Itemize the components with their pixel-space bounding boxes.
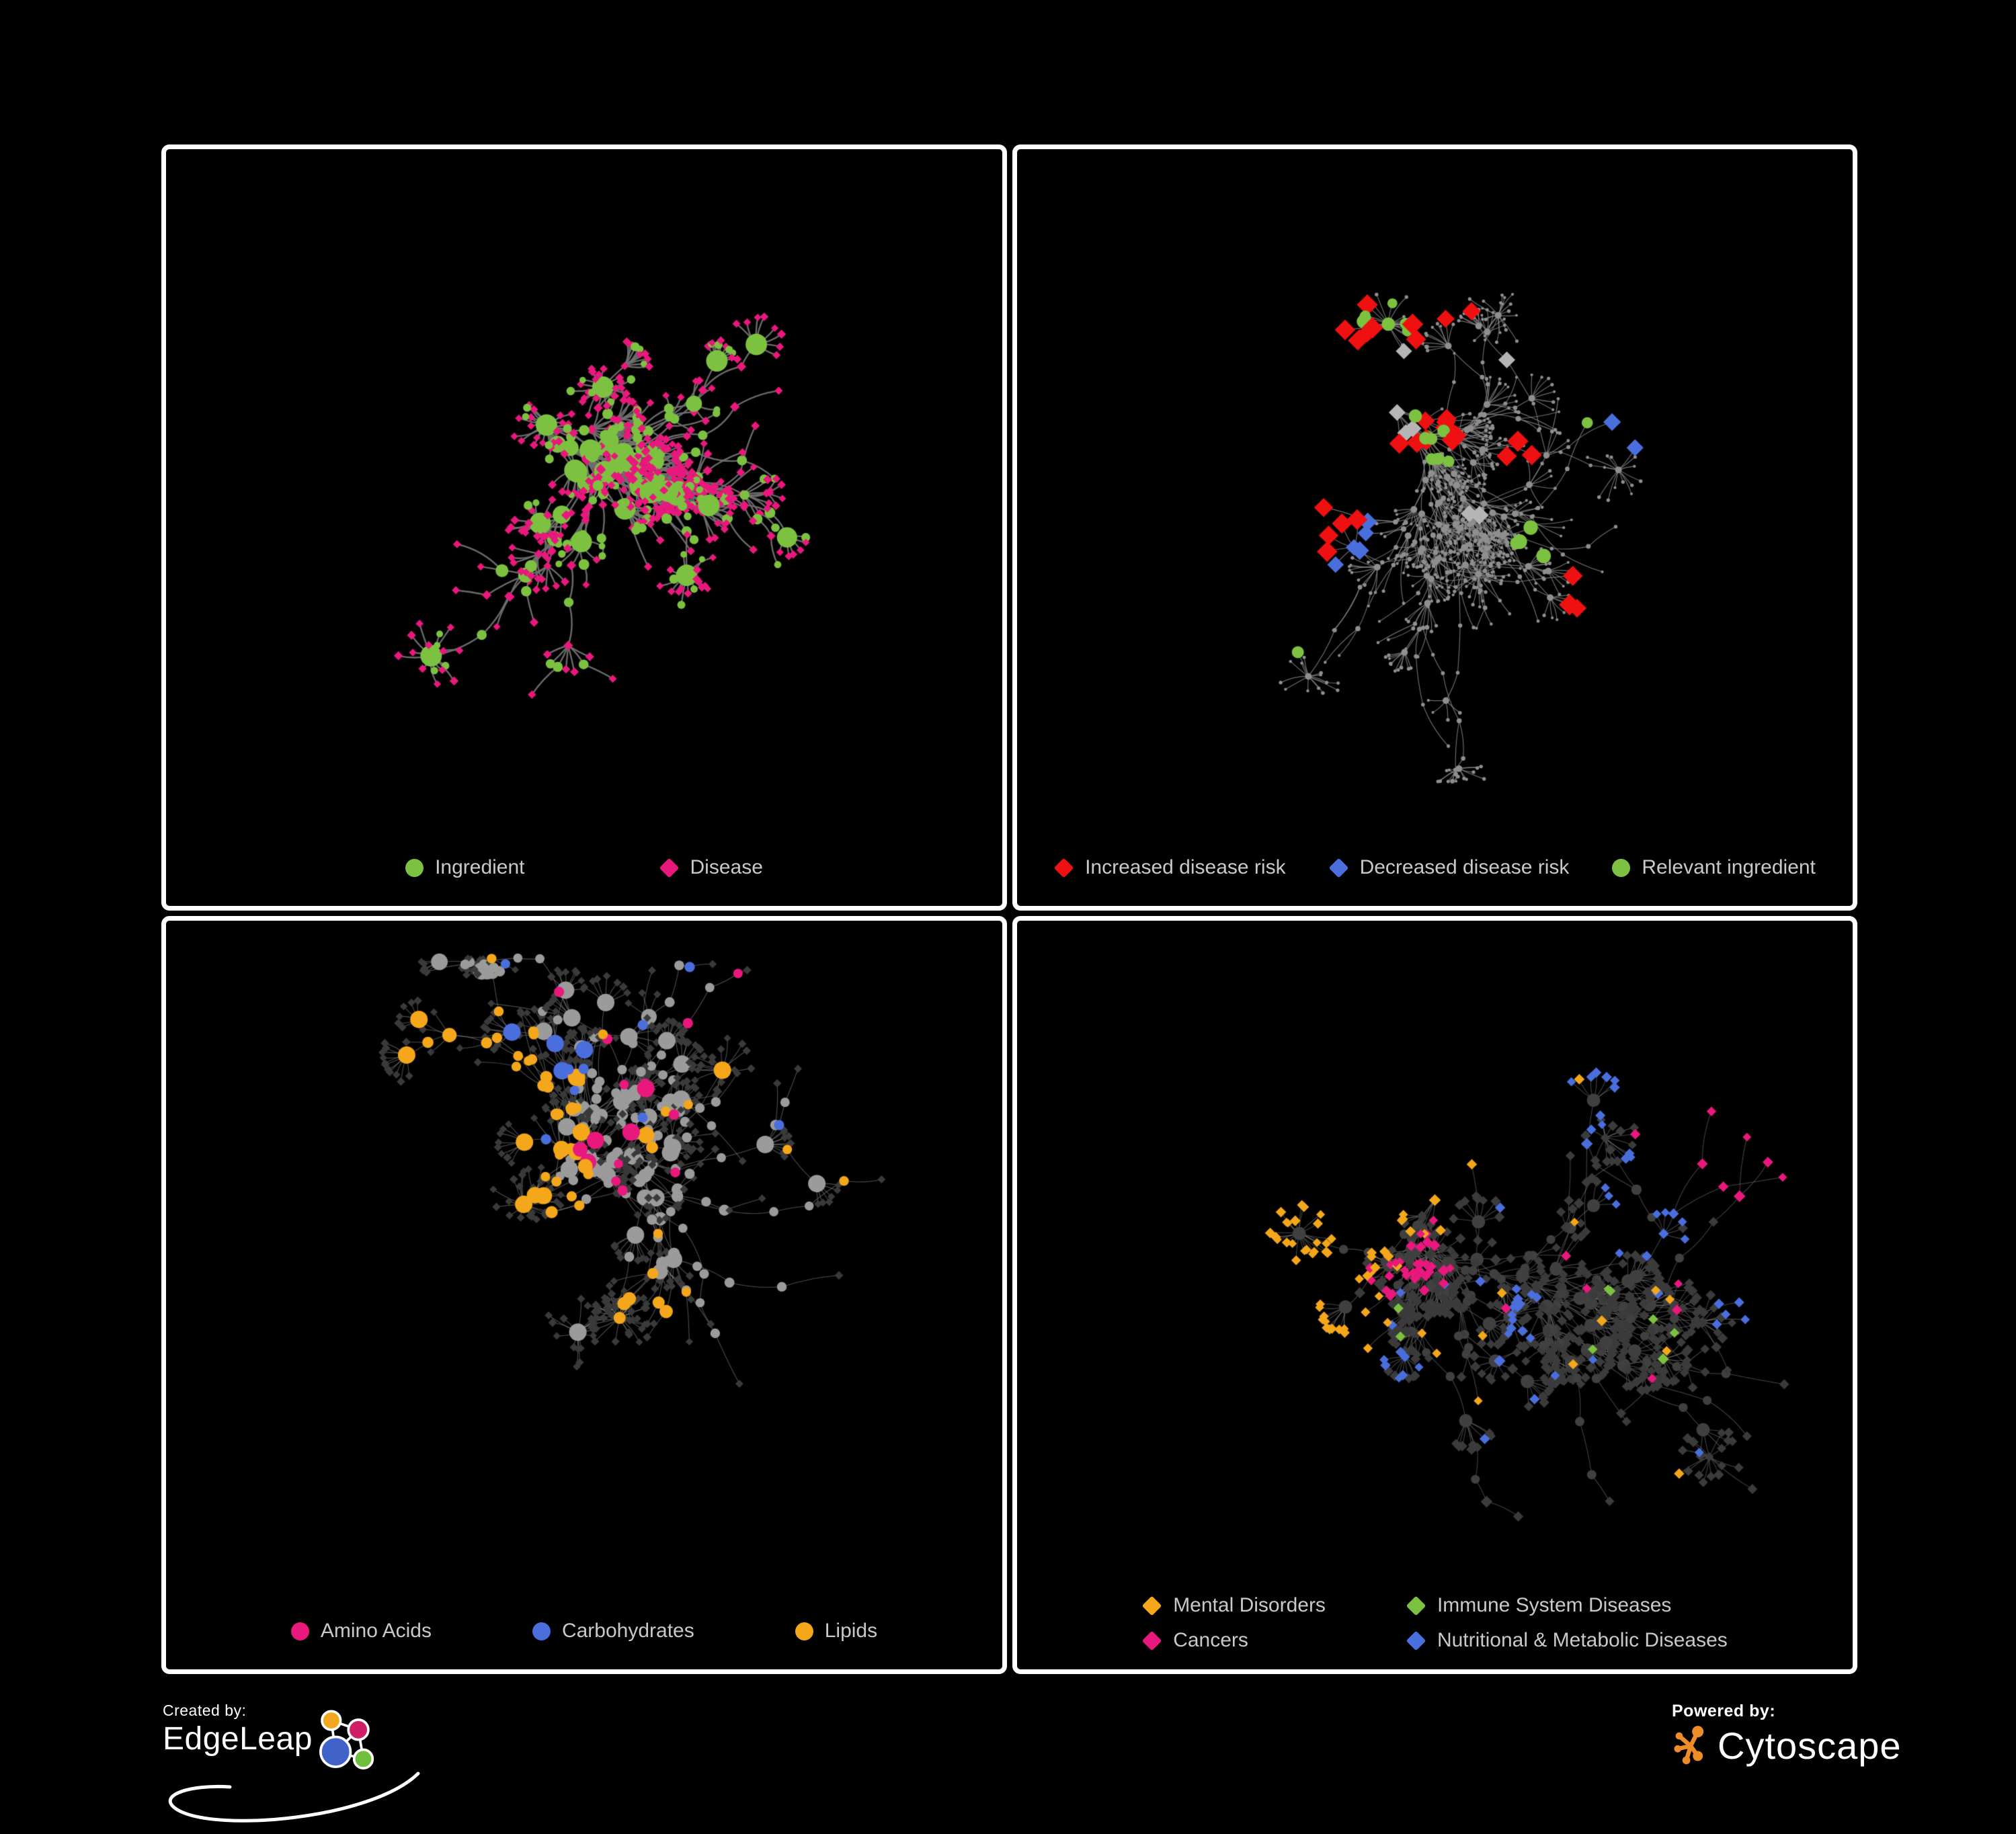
legend-item: Decreased disease risk [1328, 856, 1570, 879]
cytoscape-logo-icon [1674, 1725, 1704, 1764]
powered-by-label: Powered by: [1672, 1702, 1776, 1720]
legend-label: Mental Disorders [1173, 1594, 1326, 1616]
network-canvas-ingredient-classes [166, 921, 1002, 1669]
created-by-label: Created by: [163, 1702, 247, 1719]
legend-label: Cancers [1173, 1629, 1248, 1651]
legend-label: Decreased disease risk [1359, 856, 1570, 878]
legend-label: Carbohydrates [561, 1620, 694, 1642]
legend-label: Relevant ingredient [1642, 856, 1816, 878]
legend-marker-circle [290, 1622, 309, 1640]
panel-ingredient-classes: Amino Acids Carbohydrates Lipids [161, 916, 1007, 1674]
legend-label: Ingredient [435, 856, 525, 878]
legend-label: Lipids [824, 1620, 878, 1642]
legend-marker-diamond [659, 858, 679, 878]
legend-label: Nutritional & Metabolic Diseases [1437, 1629, 1728, 1651]
legend-ingredient-classes: Amino Acids Carbohydrates Lipids [166, 1620, 1002, 1642]
legend-label: Immune System Diseases [1437, 1594, 1672, 1616]
network-canvas-disease-risk [1017, 149, 1853, 906]
legend-marker-circle [1612, 858, 1631, 877]
legend-label: Amino Acids [320, 1620, 432, 1642]
legend-marker-diamond [1141, 1630, 1162, 1651]
legend-disease-risk: Increased disease risk Decreased disease … [1017, 856, 1853, 879]
legend-item: Amino Acids [290, 1620, 432, 1642]
legend-item: Disease [659, 856, 763, 879]
legend-marker-circle [795, 1622, 813, 1640]
legend-item: Mental Disorders [1141, 1594, 1326, 1617]
legend-item: Ingredient [405, 856, 525, 879]
legend-item: Carbohydrates [532, 1620, 694, 1642]
legend-item: Cancers [1141, 1629, 1326, 1652]
legend-item: Nutritional & Metabolic Diseases [1406, 1629, 1728, 1652]
legend-marker-diamond [1053, 858, 1074, 878]
edgeleap-wordmark: EdgeLeap [163, 1721, 313, 1757]
edgeleap-credit: Created by: EdgeLeap [163, 1702, 420, 1823]
panel-disease-classes: Mental Disorders Immune System Diseases Ca… [1012, 916, 1857, 1674]
panel-ingredient-disease: Ingredient Disease [161, 144, 1007, 911]
cytoscape-credit: Powered by: Cytoscape [1672, 1702, 1902, 1767]
legend-item: Immune System Diseases [1406, 1594, 1728, 1617]
legend-item: Lipids [795, 1620, 877, 1642]
legend-ingredient-disease: Ingredient Disease [166, 856, 1002, 879]
legend-marker-diamond [1328, 858, 1348, 878]
legend-marker-diamond [1406, 1630, 1426, 1651]
cytoscape-wordmark: Cytoscape [1718, 1724, 1902, 1767]
network-canvas-disease-classes [1017, 921, 1853, 1669]
legend-disease-classes: Mental Disorders Immune System Diseases Ca… [1017, 1594, 1853, 1652]
panel-disease-risk: Increased disease risk Decreased disease … [1012, 144, 1857, 911]
network-canvas-ingredient-disease [166, 149, 1002, 906]
legend-label: Increased disease risk [1085, 856, 1286, 878]
edgeleap-logo-icon [319, 1710, 374, 1769]
legend-marker-circle [532, 1622, 551, 1640]
legend-marker-diamond [1141, 1595, 1162, 1616]
legend-marker-circle [405, 858, 424, 877]
legend-item: Relevant ingredient [1612, 856, 1816, 879]
legend-item: Increased disease risk [1053, 856, 1286, 879]
legend-label: Disease [690, 856, 763, 878]
legend-marker-diamond [1406, 1595, 1426, 1616]
